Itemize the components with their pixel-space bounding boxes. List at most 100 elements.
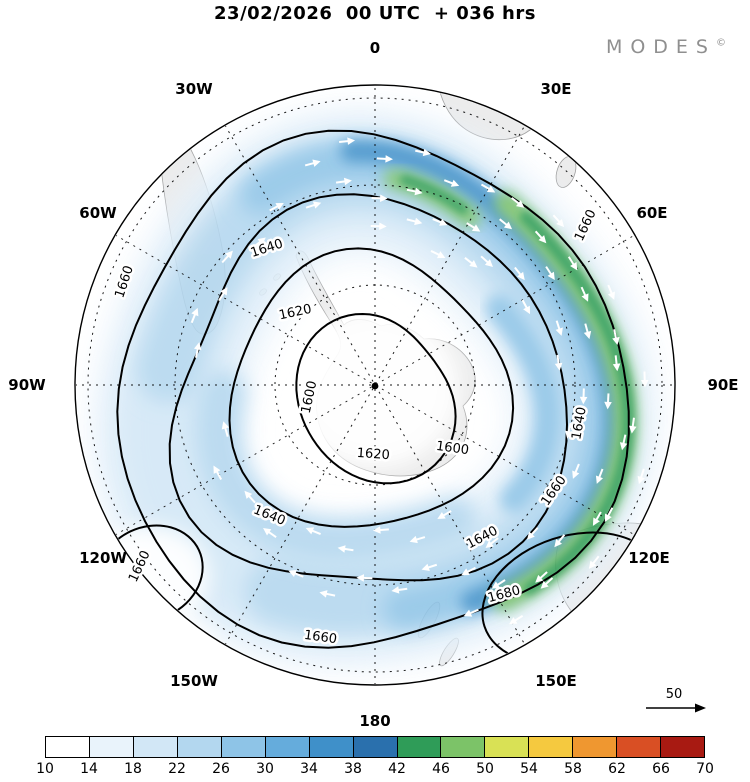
colorbar-tick: 38 bbox=[344, 761, 362, 777]
reference-vector: 50 bbox=[646, 687, 706, 713]
colorbar-cell bbox=[353, 737, 398, 757]
colorbar-tick: 34 bbox=[300, 761, 318, 777]
wind-arrow-icon bbox=[535, 571, 548, 583]
wind-arrow-icon bbox=[304, 159, 321, 167]
wind-arrow-icon bbox=[619, 434, 628, 451]
wind-arrow-icon bbox=[193, 342, 202, 358]
colorbar-cell bbox=[309, 737, 354, 757]
wind-speed-shading bbox=[91, 106, 660, 669]
wind-arrow-icon bbox=[305, 201, 322, 209]
copyright-icon: © bbox=[716, 37, 726, 49]
lon-label-150e: 150E bbox=[535, 672, 577, 690]
colorbar-tick: 54 bbox=[520, 761, 538, 777]
wind-arrow-icon bbox=[604, 507, 614, 522]
wind-arrow-icon bbox=[592, 511, 602, 526]
meridian-line bbox=[224, 124, 526, 646]
calm-area bbox=[137, 616, 213, 668]
lon-label-120e: 120E bbox=[628, 549, 670, 567]
colorbar bbox=[45, 736, 705, 758]
wind-arrow-icon bbox=[288, 570, 304, 578]
modes-logo-text: MODES bbox=[605, 36, 716, 58]
colorbar-tick: 30 bbox=[256, 761, 274, 777]
colorbar-cell bbox=[529, 737, 574, 757]
wind-arrow-icon bbox=[371, 194, 388, 203]
wind-speed-band bbox=[195, 370, 478, 565]
wind-arrow-icon bbox=[485, 537, 499, 548]
wind-arrow-icon bbox=[612, 355, 621, 372]
wind-arrow-icon bbox=[213, 465, 223, 481]
wind-arrow-icon bbox=[269, 202, 284, 212]
colorbar-tick: 50 bbox=[476, 761, 494, 777]
wind-arrow-icon bbox=[370, 222, 387, 231]
colorbar-tick: 62 bbox=[608, 761, 626, 777]
wind-arrow-icon bbox=[415, 148, 431, 157]
wind-arrow-icon bbox=[554, 354, 563, 371]
wind-arrow-icon bbox=[552, 214, 565, 228]
lon-label-60w: 60W bbox=[79, 204, 117, 222]
wind-arrow-icon bbox=[305, 527, 321, 535]
wind-arrow-icon bbox=[244, 490, 256, 504]
colorbar-cell bbox=[485, 737, 530, 757]
lon-label-90w: 90W bbox=[8, 376, 46, 394]
wind-arrow-icon bbox=[391, 586, 408, 594]
lon-label-30w: 30W bbox=[175, 80, 213, 98]
meridian-line bbox=[114, 234, 636, 536]
page-title: 23/02/2026 00 UTC + 036 hrs bbox=[214, 3, 536, 24]
wind-arrow-icon bbox=[409, 535, 426, 544]
wind-arrow-icon bbox=[514, 266, 525, 281]
wind-arrow-icon bbox=[595, 468, 604, 484]
wind-arrows bbox=[190, 137, 649, 625]
wind-arrow-icon bbox=[463, 608, 479, 617]
wind-arrow-icon bbox=[406, 187, 423, 196]
wind-arrow-icon bbox=[555, 320, 563, 336]
wind-arrow-icon bbox=[607, 284, 615, 300]
colorbar-cell bbox=[617, 737, 662, 757]
wind-arrow-icon bbox=[221, 421, 230, 437]
colorbar-cell bbox=[133, 737, 178, 757]
colorbar-cell bbox=[573, 737, 618, 757]
lon-label-120w: 120W bbox=[79, 549, 127, 567]
latitude-circle bbox=[174, 184, 576, 586]
colorbar-tick: 58 bbox=[564, 761, 582, 777]
wind-arrow-icon bbox=[540, 577, 554, 589]
wind-speed-band bbox=[400, 174, 468, 215]
colorbar-tick: 42 bbox=[388, 761, 406, 777]
wind-arrow-icon bbox=[372, 526, 389, 534]
modes-logo: MODES© bbox=[606, 36, 726, 58]
wind-arrow-icon bbox=[480, 183, 496, 193]
colorbar-cell bbox=[441, 737, 486, 757]
wind-arrow-icon bbox=[629, 417, 637, 434]
wind-arrow-icon bbox=[567, 256, 578, 271]
lon-label-30e: 30E bbox=[540, 80, 572, 98]
wind-arrow-icon bbox=[509, 614, 524, 625]
wind-arrow-icon bbox=[263, 528, 277, 539]
wind-arrow-icon bbox=[540, 489, 550, 504]
wind-arrow-icon bbox=[580, 286, 589, 302]
colorbar-tick: 10 bbox=[36, 761, 54, 777]
wind-arrow-icon bbox=[491, 579, 506, 589]
wind-arrow-icon bbox=[337, 545, 354, 553]
wind-arrow-icon bbox=[376, 155, 393, 163]
wind-arrow-icon bbox=[604, 393, 612, 410]
latitude-circle bbox=[87, 97, 663, 673]
colorbar-cell bbox=[397, 737, 442, 757]
wind-arrow-icon bbox=[421, 563, 438, 571]
madagascar-landmass bbox=[555, 156, 577, 188]
wind-arrow-icon bbox=[443, 179, 460, 187]
map-boundary bbox=[74, 84, 676, 686]
colorbar-tick: 22 bbox=[168, 761, 186, 777]
colorbar-cell bbox=[46, 737, 90, 757]
colorbar-tick: 46 bbox=[432, 761, 450, 777]
wind-arrow-icon bbox=[545, 266, 555, 281]
height-contour bbox=[295, 312, 457, 485]
wind-arrow-icon bbox=[612, 329, 620, 346]
colorbar-cell bbox=[177, 737, 222, 757]
wind-arrow-icon bbox=[464, 257, 478, 268]
colorbar-tick: 70 bbox=[696, 761, 714, 777]
lon-label-150w: 150W bbox=[170, 672, 218, 690]
wind-arrow-icon bbox=[461, 566, 476, 576]
wind-arrow-icon bbox=[437, 510, 452, 519]
wind-arrow-icon bbox=[579, 388, 588, 405]
height-contour bbox=[228, 247, 515, 528]
